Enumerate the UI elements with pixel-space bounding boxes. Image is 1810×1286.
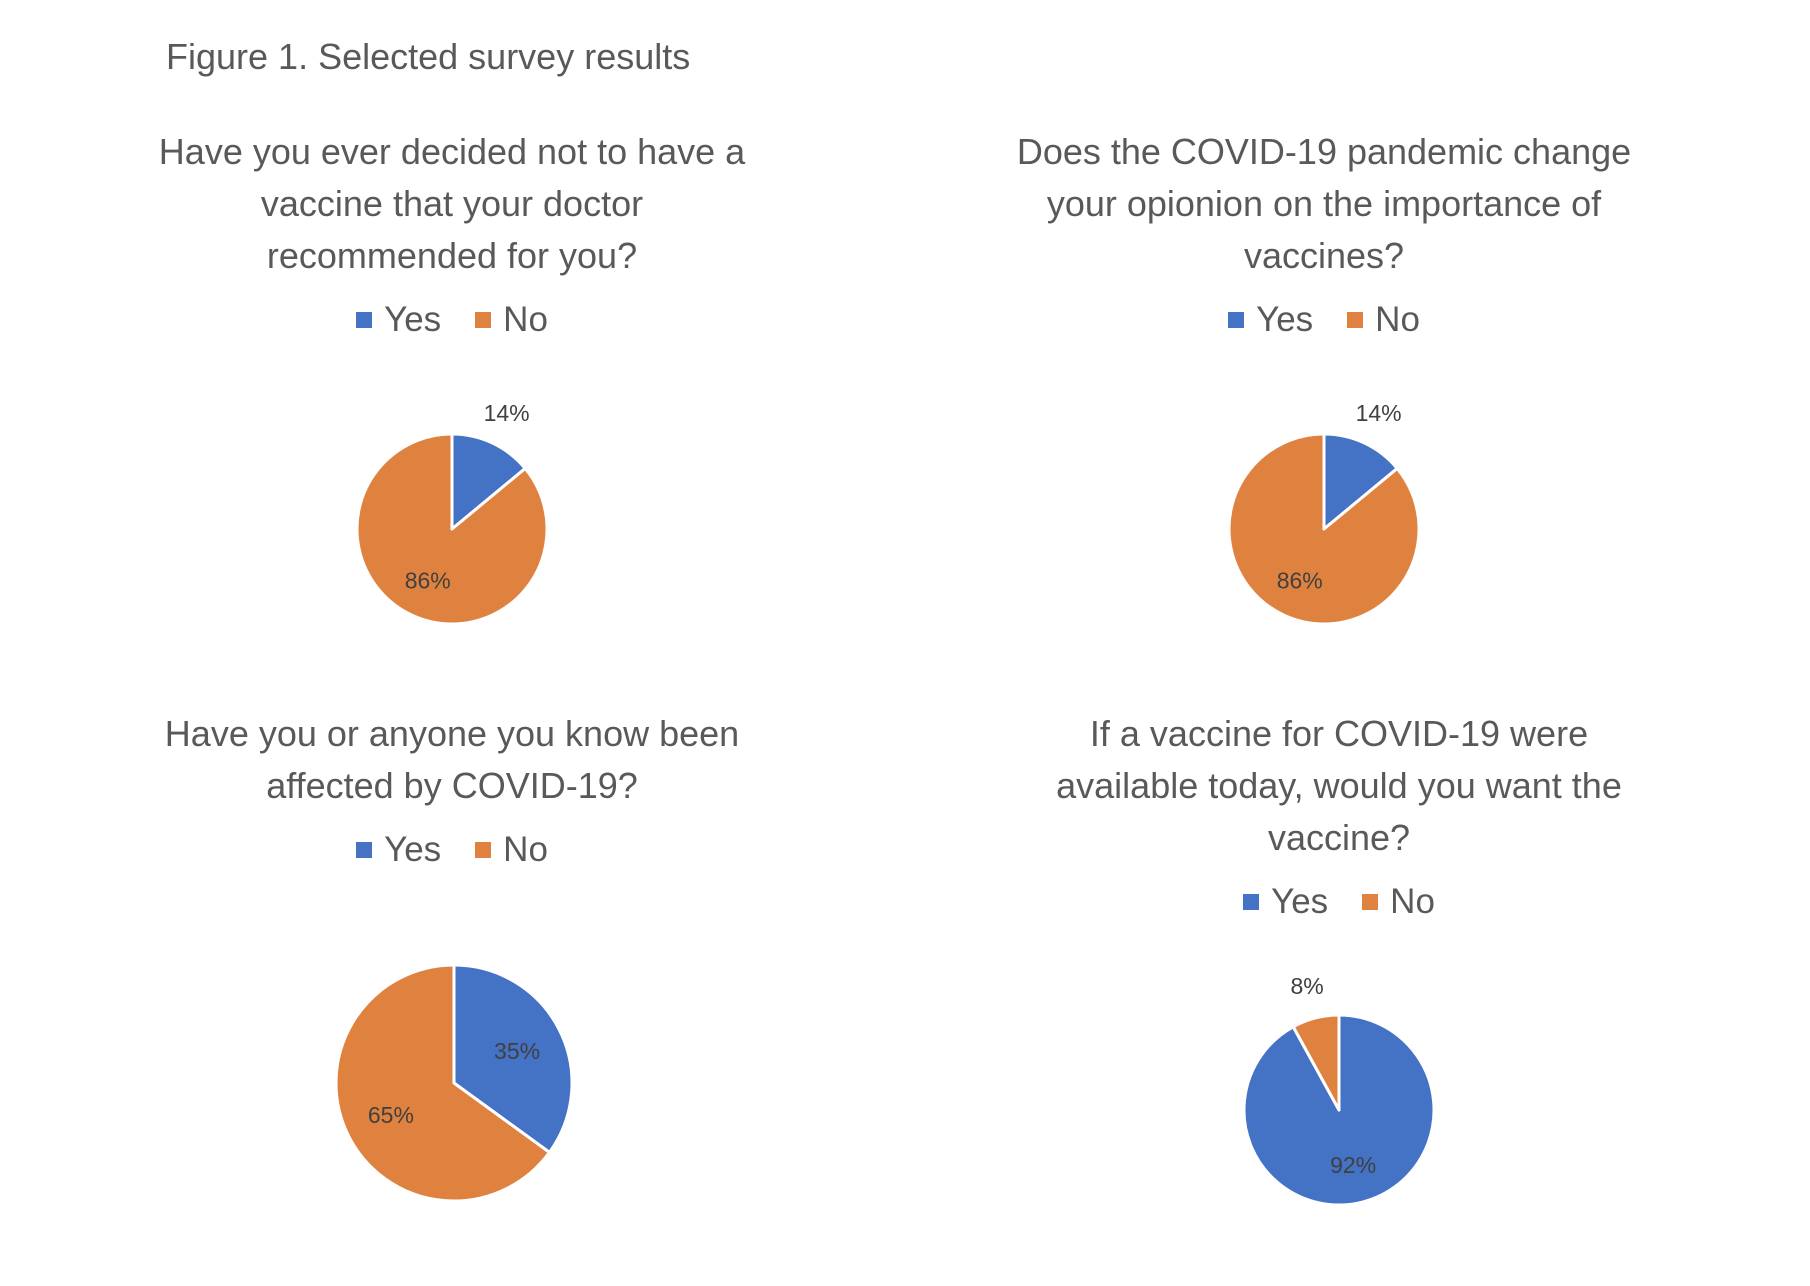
chart-panel: Does the COVID-19 pandemic change your op… — [924, 126, 1724, 340]
legend: Yes No — [52, 300, 852, 340]
legend-label: No — [1390, 882, 1435, 921]
legend: Yes No — [52, 830, 852, 870]
legend-swatch — [356, 842, 373, 858]
chart-title-line: Does the COVID-19 pandemic change — [1016, 131, 1632, 172]
legend-swatch — [1228, 312, 1245, 328]
legend-label: No — [503, 830, 548, 869]
chart-panel: Have you ever decided not to have a vacci… — [52, 126, 852, 340]
legend-item-no: No — [475, 300, 548, 340]
legend-item-yes: Yes — [1228, 300, 1313, 340]
legend-item-no: No — [475, 830, 548, 870]
legend-item-no: No — [1347, 300, 1420, 340]
data-label: 8% — [1290, 973, 1323, 999]
pie-slice-yes — [450, 432, 527, 531]
pie-slice-yes — [452, 963, 574, 1154]
legend-label: No — [1375, 300, 1420, 339]
chart-panel: If a vaccine for COVID-19 were available … — [939, 708, 1739, 922]
chart-title: Have you or anyone you know been affected… — [52, 708, 852, 812]
legend-label: No — [503, 300, 548, 339]
data-label: 86% — [405, 568, 451, 594]
legend-label: Yes — [384, 300, 442, 339]
chart-title-line: affected by COVID-19? — [266, 765, 638, 806]
chart-title: Does the COVID-19 pandemic change your op… — [924, 126, 1724, 282]
legend-label: Yes — [384, 830, 442, 869]
legend-swatch — [475, 312, 492, 328]
data-label: 35% — [494, 1038, 540, 1064]
legend-label: Yes — [1271, 882, 1329, 921]
legend-item-yes: Yes — [1243, 882, 1328, 922]
legend-swatch — [1347, 312, 1364, 328]
chart-title-line: vaccines? — [1243, 235, 1405, 276]
legend-swatch — [475, 842, 492, 858]
data-label: 92% — [1330, 1152, 1376, 1178]
legend-item-yes: Yes — [356, 830, 441, 870]
legend: Yes No — [924, 300, 1724, 340]
legend-item-yes: Yes — [356, 300, 441, 340]
chart-title-line: vaccine? — [1267, 817, 1411, 858]
figure-title: Figure 1. Selected survey results — [166, 36, 691, 77]
data-label: 14% — [484, 400, 530, 426]
legend-swatch — [356, 312, 373, 328]
chart-title-line: your opionion on the importance of — [1046, 183, 1602, 224]
data-label: 86% — [1277, 568, 1323, 594]
chart-title: Have you ever decided not to have a vacci… — [52, 126, 852, 282]
legend-label: Yes — [1256, 300, 1314, 339]
chart-title-line: Have you or anyone you know been — [164, 713, 740, 754]
chart-title-line: recommended for you? — [266, 235, 638, 276]
chart-title-line: If a vaccine for COVID-19 were — [1089, 713, 1589, 754]
chart-title-line: Have you ever decided not to have a — [158, 131, 746, 172]
pie-slice-no — [1291, 1013, 1341, 1112]
legend-swatch — [1362, 894, 1379, 910]
chart-title: If a vaccine for COVID-19 were available … — [939, 708, 1739, 864]
pie-slice-yes — [1322, 432, 1399, 531]
data-label: 14% — [1356, 400, 1402, 426]
legend-swatch — [1243, 894, 1260, 910]
chart-title-line: vaccine that your doctor — [260, 183, 644, 224]
pie-slice-no — [334, 963, 551, 1203]
data-label: 65% — [368, 1102, 414, 1128]
chart-panel: Have you or anyone you know been affected… — [52, 708, 852, 870]
legend-item-no: No — [1362, 882, 1435, 922]
pie-slice-no — [355, 432, 549, 626]
legend: Yes No — [939, 882, 1739, 922]
chart-title-line: available today, would you want the — [1056, 765, 1622, 806]
pie-slice-no — [1227, 432, 1421, 626]
